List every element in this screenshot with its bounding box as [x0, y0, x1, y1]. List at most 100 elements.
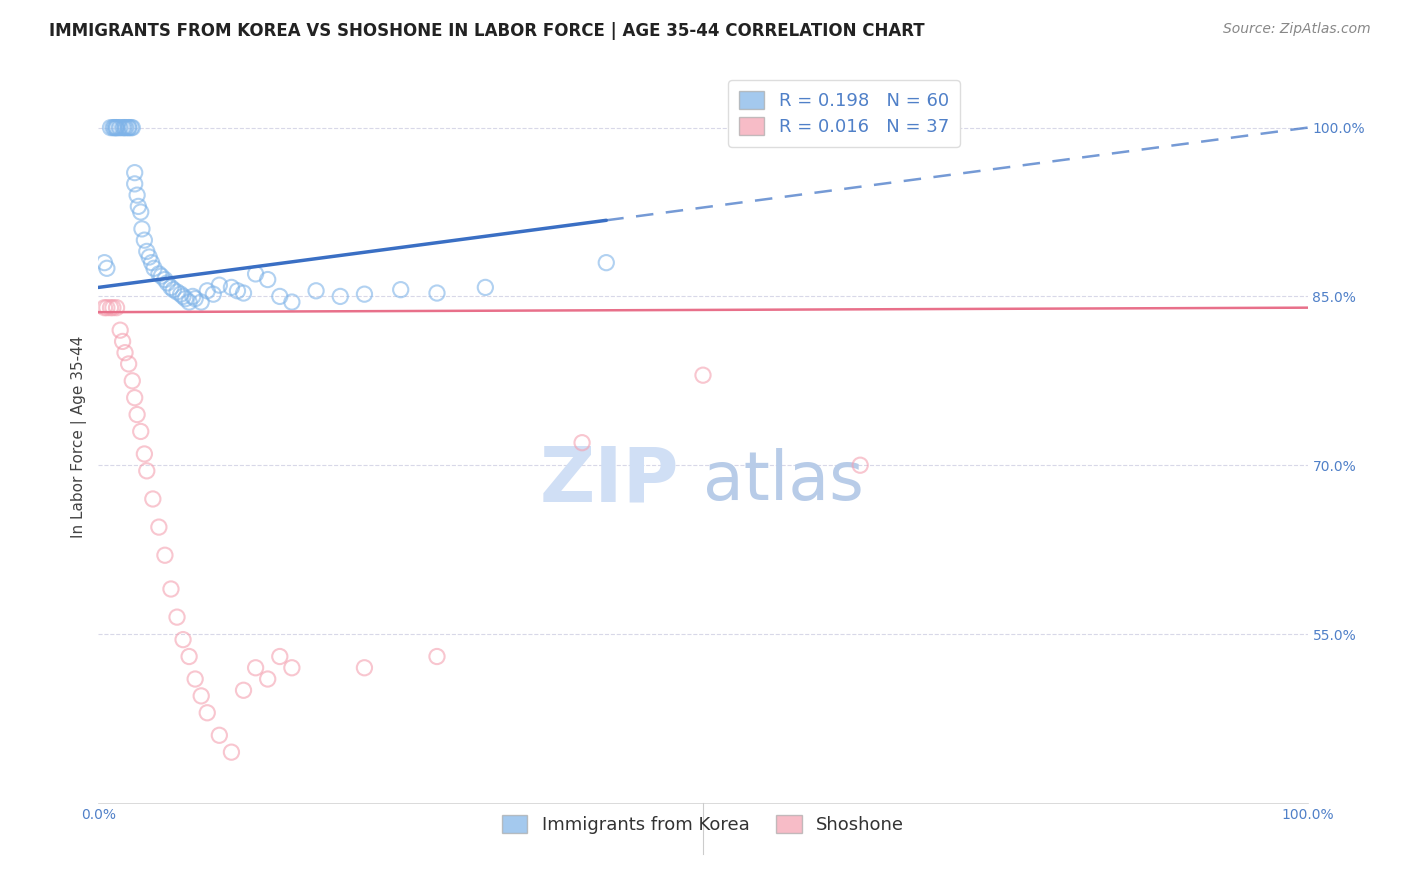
Point — [184, 292, 207, 306]
Point — [103, 120, 125, 135]
Point — [121, 374, 143, 388]
Point — [269, 289, 291, 303]
Point — [148, 267, 170, 281]
Point — [129, 205, 152, 219]
Point — [190, 689, 212, 703]
Point — [426, 649, 449, 664]
Point — [138, 250, 160, 264]
Point — [353, 287, 375, 301]
Point — [100, 301, 122, 315]
Point — [166, 285, 188, 299]
Point — [256, 272, 278, 286]
Point — [141, 255, 163, 269]
Point — [156, 276, 179, 290]
Y-axis label: In Labor Force | Age 35-44: In Labor Force | Age 35-44 — [72, 336, 87, 538]
Point — [181, 289, 204, 303]
Point — [245, 661, 267, 675]
Point — [118, 357, 141, 371]
Point — [169, 287, 191, 301]
Point — [112, 120, 135, 135]
Point — [153, 548, 176, 562]
Point — [474, 280, 496, 294]
Point — [108, 120, 131, 135]
Point — [571, 435, 593, 450]
Point — [100, 120, 122, 135]
Point — [202, 287, 225, 301]
Point — [124, 177, 146, 191]
Point — [135, 464, 157, 478]
Point — [281, 295, 304, 310]
Point — [127, 408, 149, 422]
Point — [104, 120, 127, 135]
Point — [172, 289, 194, 303]
Point — [93, 301, 115, 315]
Point — [134, 233, 156, 247]
Point — [131, 222, 153, 236]
Point — [208, 278, 231, 293]
Point — [121, 120, 143, 135]
Point — [245, 267, 267, 281]
Point — [269, 649, 291, 664]
Point — [124, 391, 146, 405]
Point — [305, 284, 328, 298]
Point — [150, 269, 173, 284]
Point — [692, 368, 714, 383]
Point — [190, 295, 212, 310]
Point — [114, 345, 136, 359]
Point — [160, 280, 183, 294]
Point — [226, 284, 249, 298]
Point — [232, 286, 254, 301]
Point — [120, 120, 142, 135]
Point — [353, 661, 375, 675]
Point — [221, 280, 243, 294]
Point — [127, 188, 149, 202]
Point — [162, 283, 184, 297]
Point — [135, 244, 157, 259]
Point — [105, 120, 128, 135]
Point — [108, 323, 131, 337]
Point — [389, 283, 412, 297]
Point — [195, 284, 218, 298]
Point — [195, 706, 218, 720]
Point — [426, 286, 449, 301]
Point — [108, 120, 131, 135]
Point — [124, 166, 146, 180]
Point — [160, 582, 183, 596]
Point — [118, 120, 141, 135]
Point — [849, 458, 872, 473]
Point — [208, 728, 231, 742]
Point — [179, 649, 201, 664]
Point — [184, 672, 207, 686]
Point — [174, 292, 197, 306]
Point — [129, 425, 152, 439]
Point — [153, 272, 176, 286]
Point — [256, 672, 278, 686]
Point — [105, 301, 128, 315]
Legend: Immigrants from Korea, Shoshone: Immigrants from Korea, Shoshone — [491, 805, 915, 845]
Text: atlas: atlas — [703, 448, 863, 514]
Point — [115, 120, 138, 135]
Point — [281, 661, 304, 675]
Point — [232, 683, 254, 698]
Point — [179, 295, 201, 310]
Point — [329, 289, 352, 303]
Point — [105, 120, 128, 135]
Point — [127, 199, 149, 213]
Point — [101, 120, 124, 135]
Point — [143, 261, 166, 276]
Point — [134, 447, 156, 461]
Text: IMMIGRANTS FROM KOREA VS SHOSHONE IN LABOR FORCE | AGE 35-44 CORRELATION CHART: IMMIGRANTS FROM KOREA VS SHOSHONE IN LAB… — [49, 22, 925, 40]
Point — [142, 491, 165, 506]
Point — [93, 255, 115, 269]
Point — [148, 520, 170, 534]
Point — [101, 301, 124, 315]
Text: Source: ZipAtlas.com: Source: ZipAtlas.com — [1223, 22, 1371, 37]
Point — [221, 745, 243, 759]
Point — [111, 120, 134, 135]
Point — [595, 255, 617, 269]
Text: ZIP: ZIP — [540, 444, 679, 518]
Point — [111, 334, 134, 349]
Point — [118, 120, 141, 135]
Point — [96, 261, 118, 276]
Point — [166, 610, 188, 624]
